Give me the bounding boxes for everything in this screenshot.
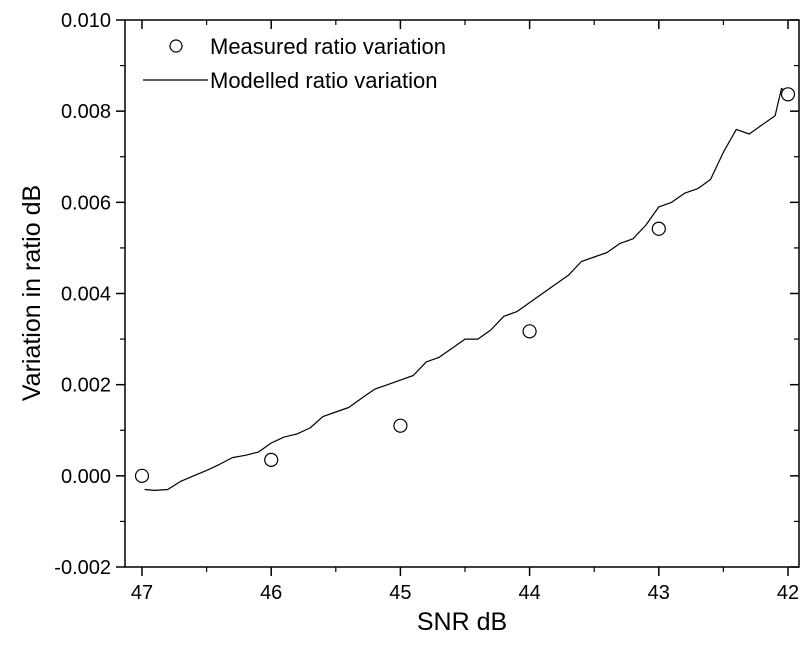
x-ticks: 47 46 45 44 43 42 xyxy=(131,20,799,604)
plot-border xyxy=(125,20,799,567)
x-axis-title: SNR dB xyxy=(417,608,507,636)
x-tick-label: 45 xyxy=(389,582,411,604)
y-tick-label: 0.002 xyxy=(61,375,111,397)
legend-marker-measured xyxy=(170,40,182,52)
legend: Measured ratio variation Modelled ratio … xyxy=(143,34,446,93)
modelled-series-line xyxy=(145,88,788,490)
plot-frame xyxy=(125,20,799,567)
x-tick-label: 44 xyxy=(518,582,540,604)
x-tick-label: 42 xyxy=(777,582,799,604)
measured-point xyxy=(652,222,665,235)
measured-point xyxy=(136,469,149,482)
y-ticks: -0.002 0.000 0.002 0.004 0.006 0.008 0.010 xyxy=(54,10,799,579)
y-axis-title: Variation in ratio dB xyxy=(18,185,46,401)
y-tick-label: 0.008 xyxy=(61,101,111,123)
x-tick-label: 46 xyxy=(260,582,282,604)
y-tick-label: 0.006 xyxy=(61,192,111,214)
y-tick-label: -0.002 xyxy=(54,557,111,579)
measured-point xyxy=(265,453,278,466)
legend-label-measured: Measured ratio variation xyxy=(210,34,446,59)
measured-point xyxy=(523,325,536,338)
y-tick-label: 0.004 xyxy=(61,284,111,306)
x-tick-label: 43 xyxy=(648,582,670,604)
measured-point xyxy=(782,88,795,101)
y-tick-label: 0.010 xyxy=(61,10,111,32)
measured-point xyxy=(394,419,407,432)
y-tick-label: 0.000 xyxy=(61,466,111,488)
x-tick-label: 47 xyxy=(131,582,153,604)
data-layer xyxy=(136,88,795,491)
legend-label-modelled: Modelled ratio variation xyxy=(210,68,437,93)
